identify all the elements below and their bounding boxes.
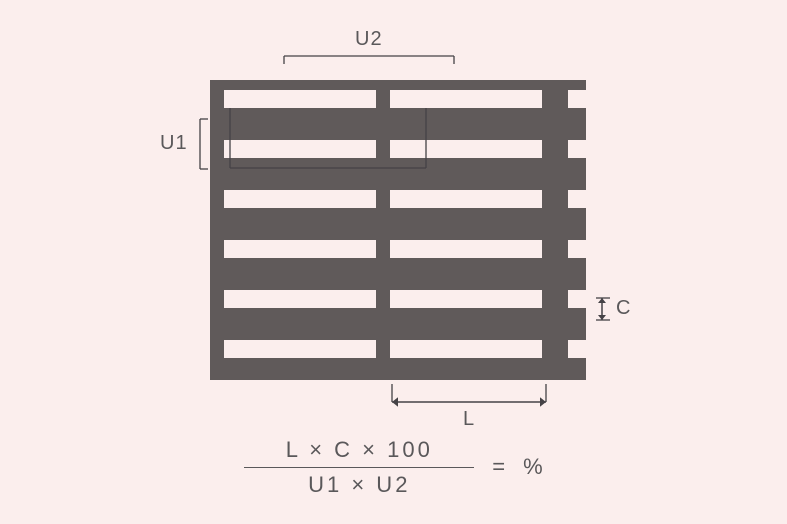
formula-numerator: L × C × 100 bbox=[274, 433, 445, 467]
formula-equals: = bbox=[492, 454, 505, 480]
formula-denominator: U1 × U2 bbox=[296, 468, 422, 502]
formula-result: % bbox=[523, 454, 543, 480]
label-l: L bbox=[463, 408, 475, 431]
label-u2: U2 bbox=[355, 28, 383, 51]
formula: L × C × 100 U1 × U2 = % bbox=[0, 433, 787, 503]
label-c: C bbox=[616, 297, 631, 320]
formula-fraction: L × C × 100 U1 × U2 bbox=[244, 433, 474, 503]
diagram-stage: U2 U1 L C L × C × 100 U1 × U2 = % bbox=[0, 0, 787, 524]
label-u1: U1 bbox=[160, 132, 188, 155]
